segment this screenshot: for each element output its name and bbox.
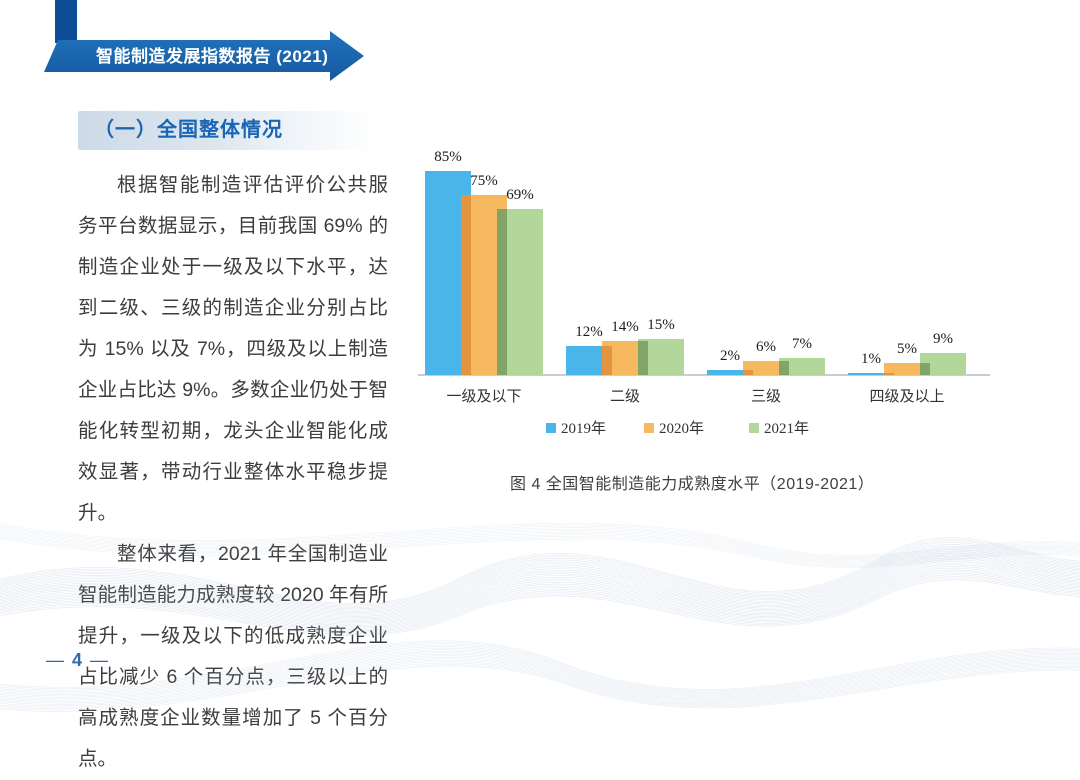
- bar-overlap-shade: [884, 373, 894, 375]
- x-axis-label-三级: 三级: [750, 388, 781, 405]
- legend-swatch-icon: [644, 422, 654, 433]
- bar-value-label: 69%: [506, 187, 534, 203]
- header-banner-ribbon: [44, 0, 364, 81]
- bar-value-label: 75%: [470, 173, 498, 189]
- bar-value-label: 15%: [647, 317, 675, 333]
- legend-label: 2019年: [561, 421, 607, 437]
- legend-swatch-icon: [749, 422, 759, 433]
- bar-value-label: 7%: [792, 336, 812, 352]
- x-axis-label-一级及以下: 一级及以下: [446, 388, 522, 405]
- bar-value-label: 85%: [434, 149, 462, 165]
- page-number: —4—: [46, 650, 110, 671]
- ribbon-vertical-bar: [55, 0, 77, 43]
- bar-2021年-四级及以上: [920, 353, 966, 375]
- bar-2019年-四级及以上: [848, 373, 894, 375]
- bar-value-label: 1%: [861, 351, 881, 367]
- paragraph-1: 根据智能制造评估评价公共服务平台数据显示，目前我国 69% 的制造企业处于一级及…: [78, 174, 388, 524]
- banner-arrow-shape: [44, 31, 364, 81]
- page-number-dash-right: —: [90, 650, 111, 670]
- maturity-bar-chart: 85% 75% 69% 一级及以下 12% 14% 15% 二级 2% 6% 7% 三级 1% 5% 9% 四…: [418, 140, 998, 450]
- bar-overlap-shade: [602, 346, 612, 375]
- bar-value-label: 14%: [611, 319, 639, 335]
- bar-overlap-shade: [497, 209, 507, 375]
- x-axis-label-二级: 二级: [609, 388, 640, 405]
- bar-overlap-shade: [638, 341, 648, 375]
- body-text-block: 根据智能制造评估评价公共服务平台数据显示，目前我国 69% 的制造企业处于一级及…: [78, 165, 388, 780]
- bar-value-label: 6%: [756, 339, 776, 355]
- section-title: （一）全国整体情况: [94, 119, 283, 141]
- legend-item-2020年: 2020年: [644, 417, 704, 437]
- bar-2019年-三级: [707, 370, 753, 375]
- report-title: 智能制造发展指数报告 (2021): [96, 47, 329, 66]
- paragraph-2: 整体来看，2021 年全国制造业智能制造能力成熟度较 2020 年有所提升，一级…: [78, 543, 388, 770]
- bar-value-label: 12%: [575, 324, 603, 340]
- page-number-dash-left: —: [46, 650, 66, 670]
- legend-swatch-icon: [546, 422, 556, 433]
- bar-overlap-shade: [920, 363, 930, 375]
- legend-label: 2020年: [659, 421, 705, 437]
- bar-2020年-三级: [743, 361, 789, 375]
- bar-overlap-shade: [743, 370, 753, 375]
- bar-overlap-shade: [461, 195, 471, 375]
- section-title-bar: （一）全国整体情况: [78, 111, 378, 150]
- bar-value-label: 5%: [897, 341, 917, 357]
- chart-x-axis: [418, 374, 990, 376]
- legend-item-2021年: 2021年: [749, 417, 809, 437]
- x-axis-label-四级及以上: 四级及以上: [869, 388, 945, 405]
- bar-value-label: 9%: [933, 331, 953, 347]
- bar-2020年-四级及以上: [884, 363, 930, 375]
- page-number-value: 4: [72, 650, 85, 670]
- legend-item-2019年: 2019年: [546, 417, 606, 437]
- bar-overlap-shade: [779, 361, 789, 375]
- figure-caption: 图 4 全国智能制造能力成熟度水平（2019-2021）: [510, 476, 875, 493]
- legend-label: 2021年: [764, 421, 810, 437]
- bar-2021年-三级: [779, 358, 825, 375]
- bar-value-label: 2%: [720, 348, 740, 364]
